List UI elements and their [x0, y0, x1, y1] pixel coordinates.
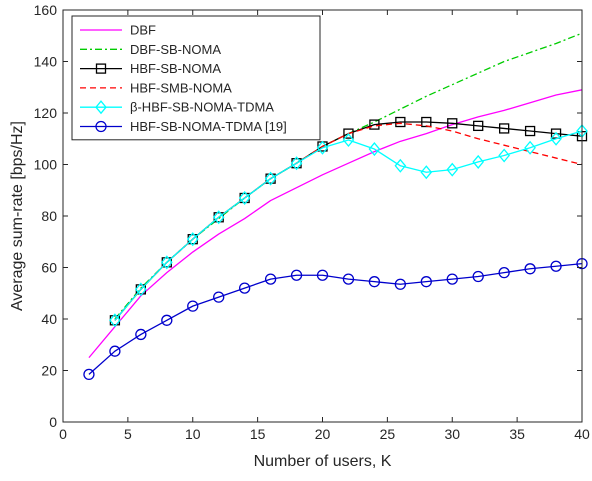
- series-hbf-sb-noma-tdma-19: [83, 257, 588, 381]
- legend-label: HBF-SB-NOMA: [130, 61, 221, 76]
- legend-label: HBF-SB-NOMA-TDMA [19]: [130, 119, 287, 134]
- data-point: [498, 266, 510, 279]
- x-tick-label: 20: [315, 426, 331, 442]
- x-tick-label: 30: [444, 426, 460, 442]
- data-point: [160, 255, 173, 270]
- legend-label: DBF: [130, 23, 156, 38]
- x-axis-label: Number of users, K: [254, 453, 392, 470]
- data-point: [238, 282, 251, 294]
- legend-marker: [95, 100, 107, 115]
- x-tick-label: 10: [185, 426, 201, 442]
- data-point: [186, 232, 199, 247]
- data-point: [550, 260, 562, 272]
- y-tick-label: 120: [34, 105, 58, 121]
- data-point: [498, 148, 510, 163]
- legend-item-hbf-sb-noma: HBF-SB-NOMA: [80, 61, 221, 76]
- data-point: [212, 210, 225, 225]
- data-point: [472, 154, 485, 169]
- data-point: [473, 120, 484, 132]
- data-point: [395, 116, 406, 128]
- data-point: [342, 273, 355, 285]
- data-point: [290, 156, 303, 171]
- y-tick-label: 100: [34, 157, 58, 173]
- axes-layer: 0 5 10 15 20 25 30 35 40 0 20 40 60 80 100 120 140 160: [34, 2, 590, 442]
- legend-marker: [95, 63, 107, 74]
- x-tick-label: 5: [124, 426, 132, 442]
- data-point: [369, 119, 380, 130]
- y-axis-label: Average sum-rate [bps/Hz]: [9, 121, 26, 311]
- data-point: [447, 118, 458, 129]
- legend-item-dbf-sb-noma: DBF-SB-NOMA: [80, 42, 221, 57]
- series-dbf: [88, 89, 583, 359]
- data-point: [290, 269, 303, 281]
- data-point: [187, 300, 199, 312]
- data-point: [420, 165, 433, 180]
- data-point: [550, 131, 562, 146]
- data-point: [135, 282, 147, 297]
- data-point: [264, 171, 277, 186]
- y-tick-label: 160: [34, 2, 58, 18]
- data-point: [394, 158, 407, 173]
- y-tick-label: 0: [49, 414, 57, 430]
- legend-label: DBF-SB-NOMA: [130, 42, 221, 57]
- y-tick-label: 40: [41, 311, 57, 327]
- series-beta-hbf-sb-noma-tdma: [109, 124, 588, 328]
- data-point: [109, 313, 121, 328]
- data-point: [524, 263, 536, 275]
- data-point: [524, 140, 536, 155]
- data-point: [446, 273, 458, 285]
- legend-items: DBF DBF-SB-NOMA HBF-SB-NOMA HBF-SMB-NOMA β-H…: [80, 23, 287, 134]
- data-point: [316, 269, 329, 281]
- data-point: [135, 328, 147, 341]
- series-line-dbf: [88, 89, 583, 359]
- y-tick-label: 20: [41, 363, 57, 379]
- legend-item-hbf-smb-noma: HBF-SMB-NOMA: [80, 80, 232, 95]
- x-tick-label: 0: [59, 426, 67, 442]
- data-point: [213, 291, 225, 303]
- data-point: [83, 368, 95, 381]
- data-point: [368, 276, 381, 288]
- x-tick-label: 25: [380, 426, 396, 442]
- legend-marker: [95, 120, 107, 133]
- data-point: [109, 345, 121, 357]
- data-point: [472, 270, 484, 283]
- legend-item-dbf: DBF: [80, 23, 156, 38]
- legend-box: [71, 15, 321, 141]
- legend: DBF DBF-SB-NOMA HBF-SB-NOMA HBF-SMB-NOMA β-H…: [71, 15, 321, 141]
- x-tick-label: 35: [509, 426, 525, 442]
- y-tick-label: 140: [34, 54, 58, 70]
- series-line-beta-hbf-sb-noma-tdma: [114, 130, 583, 321]
- data-point: [420, 276, 432, 288]
- data-point: [368, 142, 381, 157]
- y-tick-label: 60: [41, 260, 57, 276]
- data-point: [238, 190, 251, 205]
- data-point: [316, 140, 329, 155]
- data-point: [498, 123, 510, 134]
- data-point: [342, 133, 355, 148]
- legend-item-beta-hbf-sb-noma-tdma: β-HBF-SB-NOMA-TDMA: [80, 100, 274, 115]
- x-tick-label: 40: [574, 426, 590, 442]
- data-point: [524, 125, 536, 137]
- legend-label: HBF-SMB-NOMA: [130, 80, 232, 95]
- x-tick-label: 15: [250, 426, 266, 442]
- data-point: [446, 162, 459, 177]
- series-layer: [83, 32, 588, 381]
- data-point: [161, 314, 173, 326]
- data-point: [394, 278, 407, 290]
- y-tick-label: 80: [41, 208, 57, 224]
- data-point: [264, 273, 277, 285]
- legend-label: β-HBF-SB-NOMA-TDMA: [130, 100, 274, 115]
- data-point: [343, 128, 354, 139]
- legend-item-hbf-sb-noma-tdma-19: HBF-SB-NOMA-TDMA [19]: [80, 119, 287, 134]
